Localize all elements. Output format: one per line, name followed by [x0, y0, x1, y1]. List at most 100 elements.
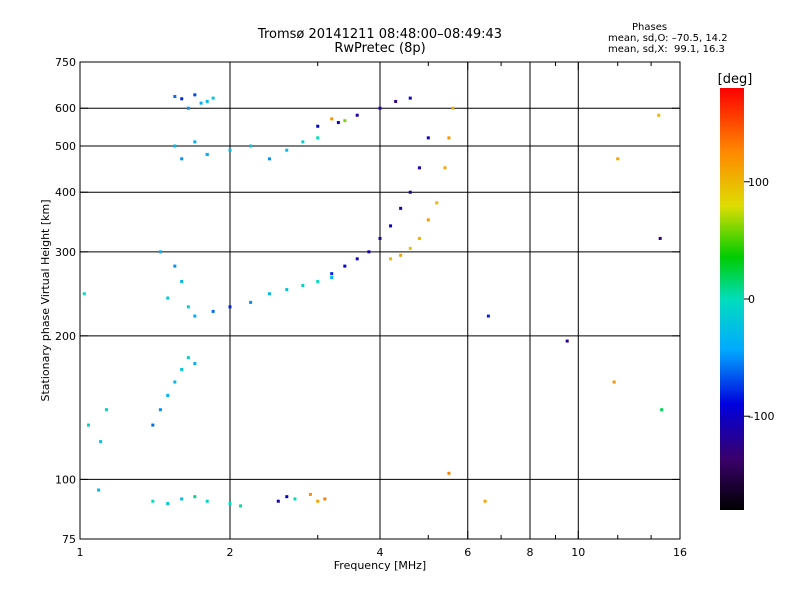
- y-tick-label: 100: [55, 473, 76, 486]
- x-tick-label: 4: [377, 546, 384, 559]
- data-point: [267, 157, 271, 161]
- data-point: [211, 309, 215, 313]
- x-tick-label: 10: [571, 546, 585, 559]
- x-tick-label: 6: [464, 546, 471, 559]
- data-point: [408, 96, 412, 100]
- data-point: [316, 279, 320, 283]
- data-point: [316, 499, 320, 503]
- data-point: [228, 305, 232, 309]
- data-point: [276, 499, 280, 503]
- data-point: [447, 471, 451, 475]
- data-point: [316, 124, 320, 128]
- data-point: [483, 499, 487, 503]
- data-point: [355, 113, 359, 117]
- data-point: [205, 152, 209, 156]
- data-point: [97, 488, 101, 492]
- data-point: [166, 502, 170, 506]
- data-point: [228, 502, 232, 506]
- data-point: [330, 117, 334, 121]
- data-point: [451, 106, 455, 110]
- x-tick-label: 8: [527, 546, 534, 559]
- data-point: [86, 423, 90, 427]
- colorbar-tick-label: –100: [748, 410, 775, 423]
- data-point: [99, 440, 103, 444]
- data-point: [228, 148, 232, 152]
- data-point: [285, 148, 289, 152]
- data-point: [389, 224, 393, 228]
- phases-title: Phases: [632, 22, 668, 33]
- phases-x-stat: mean, sd,X: 99.1, 16.3: [608, 44, 725, 55]
- data-point: [660, 408, 664, 412]
- x-tick-label: 2: [227, 546, 234, 559]
- data-point: [193, 495, 197, 499]
- data-point: [285, 288, 289, 292]
- data-point: [249, 300, 253, 304]
- data-point: [158, 408, 162, 412]
- colorbar-label: [deg]: [718, 72, 753, 87]
- data-point: [166, 296, 170, 300]
- chart-title-line2: RwPretec (8p): [334, 41, 426, 56]
- data-point: [426, 218, 430, 222]
- data-point: [378, 236, 382, 240]
- data-point: [166, 393, 170, 397]
- data-point: [616, 157, 620, 161]
- data-point: [565, 339, 569, 343]
- data-point: [180, 97, 184, 101]
- data-point: [612, 380, 616, 384]
- data-point: [180, 497, 184, 501]
- data-point: [158, 250, 162, 254]
- phases-o-stat: mean, sd,O: –70.5, 14.2: [608, 33, 728, 44]
- chart-title-line1: Tromsø 20141211 08:48:00–08:49:43: [257, 27, 503, 42]
- axes: 1 2 4 6 8 10 16 75 100 200 300 400 500 600 750 Frequenc…: [39, 56, 687, 572]
- data-point: [180, 367, 184, 371]
- data-point: [186, 305, 190, 309]
- data-point: [330, 272, 334, 276]
- data-point: [151, 423, 155, 427]
- colorbar-tick-label: 100: [748, 176, 769, 189]
- colorbar-axis: [deg] 100 0 –100: [718, 72, 775, 423]
- data-point: [330, 276, 334, 280]
- colorbar: [720, 88, 744, 510]
- data-point: [104, 408, 108, 412]
- data-point: [239, 504, 243, 508]
- data-points: [82, 93, 664, 508]
- data-point: [173, 264, 177, 268]
- data-point: [389, 257, 393, 261]
- data-point: [199, 101, 203, 105]
- data-point: [435, 201, 439, 205]
- data-point: [417, 166, 421, 170]
- y-axis-label: Stationary phase Virtual Height [km]: [39, 199, 52, 401]
- data-point: [301, 140, 305, 144]
- data-point: [308, 492, 312, 496]
- data-point: [186, 356, 190, 360]
- data-point: [193, 361, 197, 365]
- data-point: [193, 140, 197, 144]
- data-point: [343, 119, 347, 123]
- data-point: [378, 106, 382, 110]
- data-point: [408, 190, 412, 194]
- data-point: [180, 279, 184, 283]
- data-point: [426, 136, 430, 140]
- y-tick-label: 750: [55, 56, 76, 69]
- y-tick-label: 600: [55, 102, 76, 115]
- data-point: [267, 292, 271, 296]
- data-point: [408, 246, 412, 250]
- data-point: [173, 380, 177, 384]
- y-tick-label: 300: [55, 246, 76, 259]
- data-point: [355, 257, 359, 261]
- data-point: [394, 99, 398, 103]
- y-tick-label: 200: [55, 330, 76, 343]
- data-point: [193, 93, 197, 97]
- data-point: [447, 136, 451, 140]
- data-point: [151, 499, 155, 503]
- data-point: [82, 292, 86, 296]
- data-point: [399, 206, 403, 210]
- data-point: [285, 495, 289, 499]
- data-point: [173, 94, 177, 98]
- data-point: [205, 99, 209, 103]
- data-point: [211, 96, 215, 100]
- data-point: [658, 236, 662, 240]
- y-tick-label: 500: [55, 140, 76, 153]
- data-point: [343, 264, 347, 268]
